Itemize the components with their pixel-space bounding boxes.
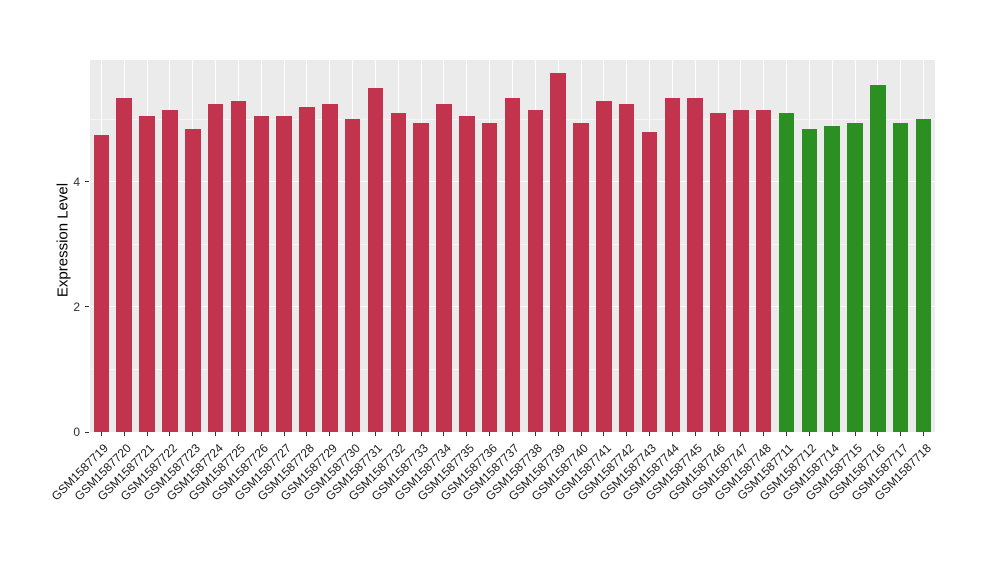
x-tick-mark (237, 432, 239, 436)
bar-GSM1587741 (596, 100, 612, 432)
x-tick-mark (694, 432, 696, 436)
bar-GSM1587725 (230, 100, 247, 432)
bar-GSM1587745 (687, 97, 703, 432)
x-tick-mark (306, 432, 308, 436)
x-tick-mark (374, 432, 376, 436)
bar-GSM1587720 (116, 97, 132, 432)
x-tick-mark (877, 432, 879, 436)
x-tick-mark (763, 432, 765, 436)
x-tick-mark (466, 432, 468, 436)
bar-GSM1587744 (664, 97, 681, 432)
x-tick-mark (808, 432, 810, 436)
y-tick-label: 4 (73, 174, 80, 189)
bar-GSM1587747 (733, 110, 749, 432)
bar-GSM1587729 (322, 103, 338, 432)
bar-GSM1587714 (824, 125, 840, 432)
bar-GSM1587731 (367, 88, 384, 432)
x-tick-mark (100, 432, 102, 436)
bar-GSM1587717 (892, 122, 909, 432)
x-tick-mark (283, 432, 285, 436)
x-tick-mark (831, 432, 833, 436)
x-tick-mark (192, 432, 194, 436)
y-tick-label: 0 (73, 425, 80, 439)
bar-GSM1587740 (573, 122, 589, 432)
x-tick-mark (717, 432, 719, 436)
bar-GSM1587722 (162, 110, 178, 432)
y-tick-mark (85, 306, 89, 308)
bar-GSM1587746 (710, 113, 726, 432)
bar-GSM1587733 (413, 122, 429, 432)
plot-panel (90, 60, 935, 433)
x-tick-mark (512, 432, 513, 436)
bar-GSM1587727 (276, 116, 292, 432)
x-tick-mark (397, 432, 399, 436)
x-tick-mark (123, 432, 125, 436)
x-tick-mark (443, 432, 445, 436)
bar-GSM1587736 (481, 122, 498, 432)
bar-GSM1587739 (550, 72, 566, 432)
bar-GSM1587728 (299, 106, 315, 432)
x-tick-mark (923, 432, 925, 436)
x-tick-mark (671, 432, 673, 436)
bar-GSM1587726 (253, 116, 270, 432)
bar-GSM1587724 (207, 103, 224, 432)
bar-GSM1587730 (344, 119, 361, 432)
x-tick-mark (786, 432, 788, 436)
x-tick-mark (603, 432, 605, 436)
bar-GSM1587735 (459, 116, 475, 432)
x-tick-mark (534, 432, 536, 436)
x-tick-mark (215, 432, 217, 436)
y-tick-mark (85, 181, 89, 183)
bar-GSM1587718 (915, 119, 932, 432)
x-tick-mark (489, 432, 491, 436)
x-tick-mark (329, 432, 331, 436)
x-tick-mark (900, 432, 902, 436)
bar-GSM1587711 (778, 113, 795, 432)
x-tick-mark (626, 432, 628, 436)
y-tick-mark (85, 431, 89, 433)
bar-GSM1587734 (436, 103, 452, 432)
x-tick-mark (854, 432, 856, 436)
y-axis-title: Expression Level (54, 182, 72, 298)
bar-GSM1587721 (139, 116, 155, 432)
bar-GSM1587737 (504, 97, 521, 432)
bar-GSM1587716 (870, 85, 886, 432)
x-tick-mark (169, 432, 171, 436)
bar-GSM1587723 (185, 128, 201, 432)
x-tick-mark (146, 432, 148, 436)
bar-GSM1587715 (847, 122, 863, 432)
x-tick-mark (580, 432, 582, 436)
y-tick-label: 2 (73, 299, 80, 314)
bar-GSM1587742 (618, 103, 635, 432)
bar-GSM1587748 (755, 110, 772, 432)
bar-GSM1587712 (801, 128, 818, 432)
bar-GSM1587738 (527, 110, 544, 432)
bar-GSM1587732 (390, 113, 407, 432)
bar-GSM1587719 (93, 135, 110, 432)
x-tick-mark (420, 432, 422, 436)
x-tick-mark (649, 432, 651, 436)
x-tick-mark (740, 432, 742, 436)
bar-GSM1587743 (641, 131, 658, 432)
x-tick-mark (557, 432, 559, 436)
x-tick-mark (260, 432, 262, 436)
x-tick-mark (352, 432, 354, 436)
